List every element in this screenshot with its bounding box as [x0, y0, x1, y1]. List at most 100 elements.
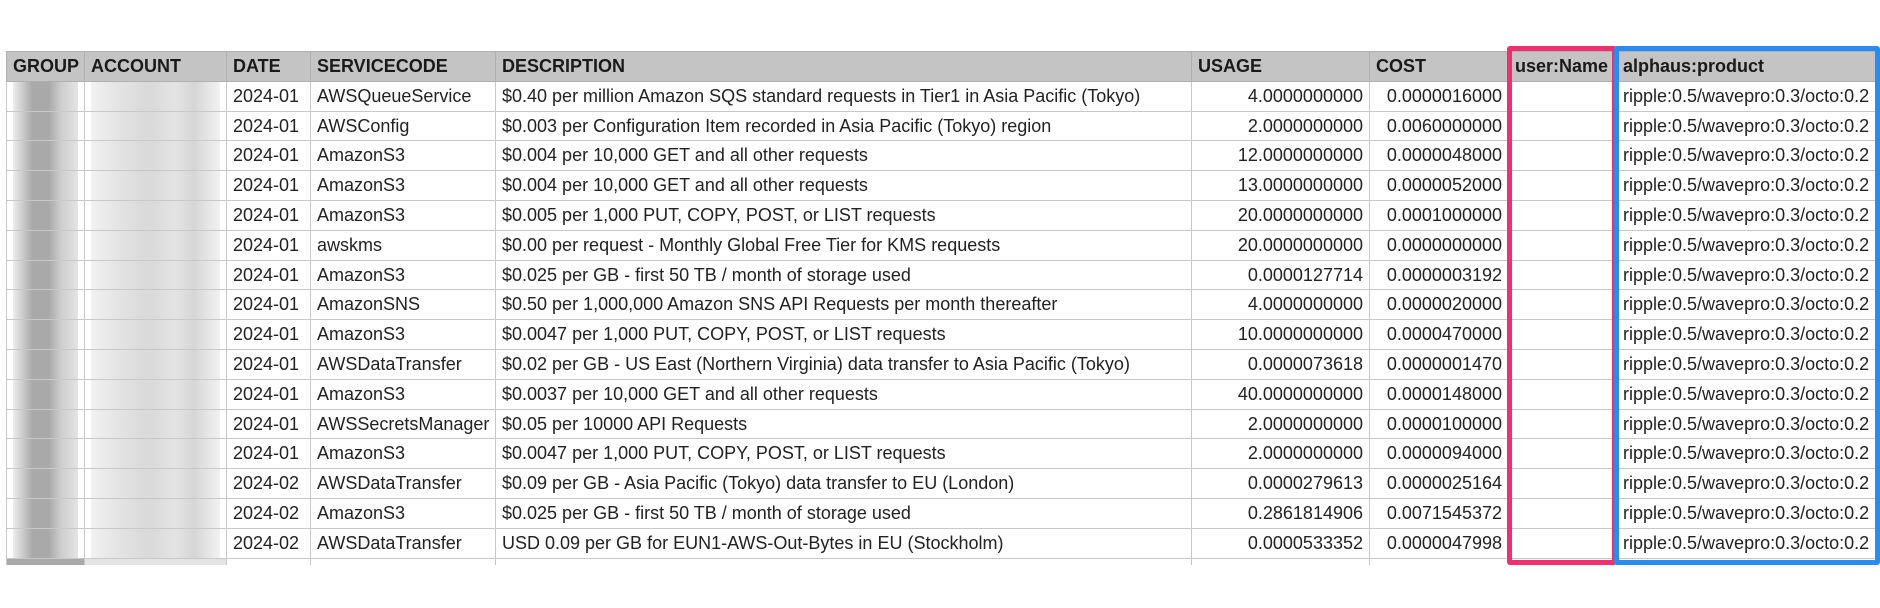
account-cell-redacted[interactable] — [84, 140, 227, 172]
group-cell-redacted[interactable] — [6, 229, 85, 261]
user-name-cell[interactable] — [1508, 110, 1617, 142]
description-cell[interactable]: $0.02 per GB - US East (Northern Virgini… — [495, 348, 1192, 380]
cost-cell[interactable]: 0.0000094000 — [1369, 438, 1509, 470]
cost-cell[interactable]: 0.0000052000 — [1369, 170, 1509, 201]
description-cell[interactable]: $0.0047 per 1,000 PUT, COPY, POST, or LI… — [495, 319, 1192, 350]
account-cell-redacted[interactable] — [84, 229, 227, 261]
user-name-cell[interactable] — [1508, 378, 1617, 410]
account-cell-redacted[interactable] — [84, 497, 227, 529]
user-name-cell[interactable] — [1508, 289, 1617, 321]
group-cell-redacted[interactable] — [6, 468, 85, 499]
usage-cell[interactable]: 0.0000073618 — [1191, 348, 1370, 380]
description-cell[interactable]: $0.05 per 10000 API Requests — [495, 408, 1192, 440]
cost-cell[interactable]: 0.0071545372 — [1369, 497, 1509, 529]
description-cell[interactable]: $0.025 per GB - first 50 TB / month of s… — [495, 497, 1192, 529]
cost-cell[interactable]: 0.0000470000 — [1369, 319, 1509, 350]
servicecode-cell[interactable]: AWSConfig — [310, 110, 496, 142]
usage-cell[interactable]: 20.0000000000 — [1191, 199, 1370, 231]
date-cell[interactable]: 2024-01 — [226, 199, 311, 231]
account-cell-redacted[interactable] — [84, 438, 227, 470]
table-row[interactable]: 2024-01 AWSConfig $0.003 per Configuration… — [6, 110, 1880, 142]
servicecode-cell[interactable]: awskms — [310, 229, 496, 261]
date-cell[interactable]: 2024-01 — [226, 229, 311, 261]
servicecode-cell[interactable]: AmazonSNS — [310, 289, 496, 321]
usage-cell[interactable]: 2.0000000000 — [1191, 110, 1370, 142]
servicecode-cell[interactable]: AmazonS3 — [310, 199, 496, 231]
cost-cell[interactable]: 0.0000148000 — [1369, 378, 1509, 410]
table-row[interactable]: 2024-01 AmazonSNS $0.50 per 1,000,000 Amaz… — [6, 289, 1880, 321]
account-cell-redacted[interactable] — [84, 527, 227, 559]
usage-cell[interactable]: 0.0000279613 — [1191, 468, 1370, 499]
servicecode-cell[interactable]: AWSDataTransfer — [310, 527, 496, 559]
group-cell-redacted[interactable] — [6, 408, 85, 440]
user-name-cell[interactable] — [1508, 199, 1617, 231]
user-name-cell[interactable] — [1508, 468, 1617, 499]
user-name-cell[interactable] — [1508, 229, 1617, 261]
table-row[interactable]: 2024-01 AWSQueueService $0.40 per million … — [6, 80, 1880, 112]
alphaus-product-cell[interactable]: ripple:0.5/wavepro:0.3/octo:0.2 — [1616, 80, 1880, 112]
servicecode-cell[interactable]: AWSSecretsManager — [310, 408, 496, 440]
usage-cell[interactable]: 0.2861814906 — [1191, 497, 1370, 529]
date-cell[interactable]: 2024-02 — [226, 527, 311, 559]
cost-cell[interactable]: 0.0060000000 — [1369, 110, 1509, 142]
group-cell-redacted[interactable] — [6, 140, 85, 172]
description-cell[interactable]: $0.025 per GB - first 50 TB / month of s… — [495, 259, 1192, 291]
account-cell-redacted[interactable] — [84, 348, 227, 380]
date-cell[interactable]: 2024-01 — [226, 319, 311, 350]
description-cell[interactable]: $0.005 per 1,000 PUT, COPY, POST, or LIS… — [495, 199, 1192, 231]
usage-cell[interactable]: 2.0000000000 — [1191, 408, 1370, 440]
alphaus-product-cell[interactable]: ripple:0.5/wavepro:0.3/octo:0.2 — [1616, 110, 1880, 142]
servicecode-cell[interactable]: AmazonS3 — [310, 170, 496, 201]
group-cell-redacted[interactable] — [6, 527, 85, 559]
description-cell[interactable]: $0.003 per Configuration Item recorded i… — [495, 110, 1192, 142]
account-cell-redacted[interactable] — [84, 378, 227, 410]
alphaus-product-cell[interactable]: ripple:0.5/wavepro:0.3/octo:0.2 — [1616, 468, 1880, 499]
cost-cell[interactable]: 0.0000048000 — [1369, 140, 1509, 172]
servicecode-cell[interactable]: AmazonS3 — [310, 140, 496, 172]
description-cell[interactable]: $0.50 per 1,000,000 Amazon SNS API Reque… — [495, 289, 1192, 321]
servicecode-cell[interactable]: AmazonS3 — [310, 497, 496, 529]
usage-cell[interactable]: 0.0000127714 — [1191, 259, 1370, 291]
alphaus-product-cell[interactable]: ripple:0.5/wavepro:0.3/octo:0.2 — [1616, 378, 1880, 410]
user-name-cell[interactable] — [1508, 497, 1617, 529]
table-row[interactable]: 2024-02 AWSDataTransfer $0.09 per GB - Asi… — [6, 468, 1880, 499]
description-cell[interactable]: $0.0047 per 1,000 PUT, COPY, POST, or LI… — [495, 438, 1192, 470]
date-cell[interactable]: 2024-01 — [226, 110, 311, 142]
column-header-description[interactable]: DESCRIPTION — [495, 51, 1192, 82]
servicecode-cell[interactable]: AmazonS3 — [310, 319, 496, 350]
alphaus-product-cell[interactable]: ripple:0.5/wavepro:0.3/octo:0.2 — [1616, 438, 1880, 470]
table-row[interactable]: 2024-02 AWSDataTransfer USD 0.09 per GB fo… — [6, 527, 1880, 559]
date-cell[interactable]: 2024-01 — [226, 408, 311, 440]
table-row[interactable]: 2024-01 AmazonS3 $0.004 per 10,000 GET and… — [6, 140, 1880, 172]
servicecode-cell[interactable]: AmazonS3 — [310, 259, 496, 291]
alphaus-product-cell[interactable]: ripple:0.5/wavepro:0.3/octo:0.2 — [1616, 170, 1880, 201]
usage-cell[interactable]: 4.0000000000 — [1191, 80, 1370, 112]
usage-cell[interactable]: 40.0000000000 — [1191, 378, 1370, 410]
date-cell[interactable]: 2024-02 — [226, 497, 311, 529]
alphaus-product-cell[interactable]: ripple:0.5/wavepro:0.3/octo:0.2 — [1616, 348, 1880, 380]
user-name-cell[interactable] — [1508, 438, 1617, 470]
date-cell[interactable]: 2024-01 — [226, 170, 311, 201]
table-row[interactable]: 2024-01 AmazonS3 $0.025 per GB - first 50 … — [6, 259, 1880, 291]
alphaus-product-cell[interactable]: ripple:0.5/wavepro:0.3/octo:0.2 — [1616, 408, 1880, 440]
column-header-alphaus-product[interactable]: alphaus:product — [1616, 51, 1880, 82]
date-cell[interactable]: 2024-01 — [226, 289, 311, 321]
user-name-cell[interactable] — [1508, 319, 1617, 350]
column-header-group[interactable]: GROUP — [6, 51, 85, 82]
group-cell-redacted[interactable] — [6, 497, 85, 529]
column-header-user-name[interactable]: user:Name — [1508, 51, 1617, 82]
cost-cell[interactable]: 0.0000047998 — [1369, 527, 1509, 559]
alphaus-product-cell[interactable]: ripple:0.5/wavepro:0.3/octo:0.2 — [1616, 527, 1880, 559]
cost-cell[interactable]: 0.0001000000 — [1369, 199, 1509, 231]
group-cell-redacted[interactable] — [6, 259, 85, 291]
group-cell-redacted[interactable] — [6, 110, 85, 142]
user-name-cell[interactable] — [1508, 259, 1617, 291]
group-cell-redacted[interactable] — [6, 348, 85, 380]
date-cell[interactable]: 2024-01 — [226, 80, 311, 112]
date-cell[interactable]: 2024-02 — [226, 468, 311, 499]
account-cell-redacted[interactable] — [84, 80, 227, 112]
servicecode-cell[interactable]: AmazonS3 — [310, 378, 496, 410]
description-cell[interactable]: USD 0.09 per GB for EUN1-AWS-Out-Bytes i… — [495, 527, 1192, 559]
description-cell[interactable]: $0.40 per million Amazon SQS standard re… — [495, 80, 1192, 112]
table-row[interactable]: 2024-01 awskms $0.00 per request - Monthly… — [6, 229, 1880, 261]
